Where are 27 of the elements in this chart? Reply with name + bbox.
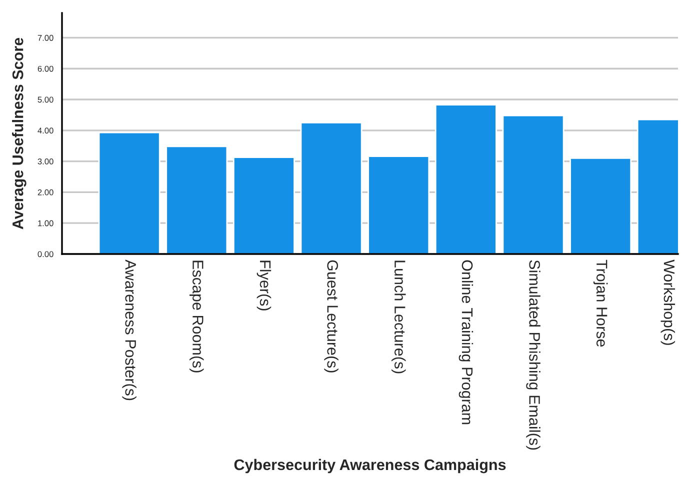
x-axis-title: Cybersecurity Awareness Campaigns (234, 458, 506, 474)
y-tick-label: 5.00 (38, 96, 54, 103)
y-tick-label: 3.00 (38, 158, 54, 164)
y-tick-label: 6.00 (38, 66, 54, 72)
bar (368, 156, 430, 254)
bar (502, 114, 564, 254)
x-tick-label: Lunch Lecture(s) (392, 260, 406, 374)
bar (570, 158, 632, 254)
bar (232, 156, 295, 254)
x-tick-label: Escape Room(s) (190, 260, 204, 372)
bar (434, 104, 497, 254)
y-axis-title: Average Usefulness Score (12, 38, 26, 230)
y-tick-label: 2.00 (38, 189, 54, 196)
x-tick-label: Workshop(s) (660, 260, 676, 345)
bar (98, 132, 160, 254)
y-tick-label: 0.00 (38, 251, 54, 258)
x-tick-label: Trojan Horse (593, 260, 608, 347)
x-tick-label: Awareness Poster(s) (122, 260, 136, 400)
y-tick-label: 4.00 (38, 128, 54, 134)
x-tick-label: Flyer(s) (256, 260, 272, 310)
y-tick-label: 7.00 (38, 34, 54, 41)
bar (300, 122, 362, 254)
x-tick-label: Online Training Program (458, 260, 474, 424)
x-tick-label: Guest Lecture(s) (324, 260, 338, 372)
bar (166, 146, 228, 254)
x-tick-label: Simulated Phishing Email(s) (526, 260, 540, 450)
y-tick-label: 1.00 (38, 220, 54, 226)
